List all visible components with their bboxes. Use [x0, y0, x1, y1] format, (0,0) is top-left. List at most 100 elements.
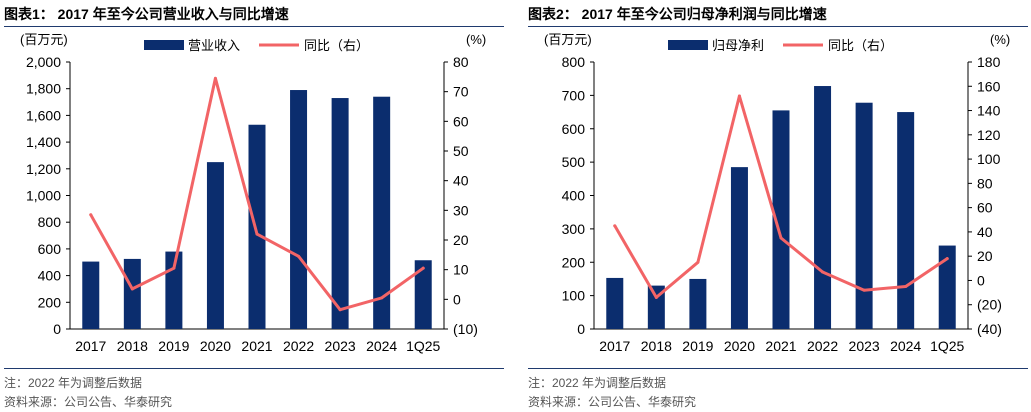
yoy-point [696, 260, 700, 264]
legend-bar-swatch [668, 40, 708, 50]
yoy-point [213, 76, 217, 80]
yoy-point [130, 287, 134, 291]
right-tick-label: 40 [977, 224, 993, 240]
yoy-point [172, 266, 176, 270]
right-axis-unit: (%) [466, 32, 486, 47]
left-tick-label: 600 [562, 121, 586, 137]
x-tick-label: 2018 [117, 338, 148, 354]
x-tick-label: 2018 [641, 338, 672, 354]
title-rule [528, 26, 1028, 27]
left-tick-label: 400 [38, 268, 62, 284]
chart-panel-1: 图表1： 2017 年至今公司营业收入与同比增速 0 200 400 600 800 1,… [4, 0, 504, 412]
bar [689, 278, 707, 329]
right-tick-label: 160 [977, 78, 1001, 94]
bar [855, 102, 873, 329]
bar [647, 285, 665, 329]
x-tick-label: 2019 [158, 338, 189, 354]
x-tick-label: 2021 [241, 338, 272, 354]
legend-line-label: 同比（右） [304, 38, 369, 53]
right-tick-label: 180 [977, 54, 1001, 70]
yoy-point [380, 296, 384, 300]
bar [82, 261, 100, 329]
left-axis-unit: (百万元) [544, 32, 592, 47]
yoy-point [297, 254, 301, 258]
left-tick-label: 600 [38, 241, 62, 257]
right-tick-label: 30 [453, 202, 469, 218]
left-tick-label: 0 [53, 321, 61, 337]
x-tick-label: 2017 [599, 338, 630, 354]
bar [730, 167, 748, 329]
bar [331, 98, 349, 329]
x-tick-label: 1Q25 [406, 338, 440, 354]
right-axis-unit: (%) [990, 32, 1010, 47]
x-tick-label: 2023 [849, 338, 880, 354]
chart-panel-2: 图表2： 2017 年至今公司归母净利润与同比增速 0 100 200 300 400 5… [528, 0, 1028, 412]
yoy-point [421, 266, 425, 270]
bar [290, 90, 308, 329]
x-tick-label: 2020 [724, 338, 755, 354]
footer-rule [528, 368, 1028, 369]
x-tick-label: 2023 [325, 338, 356, 354]
right-tick-label: 10 [453, 262, 469, 278]
yoy-point [654, 295, 658, 299]
left-tick-label: 100 [562, 288, 586, 304]
x-tick-label: 2024 [890, 338, 921, 354]
bar [897, 112, 915, 329]
left-tick-label: 300 [562, 221, 586, 237]
bar [206, 162, 224, 329]
chart-note: 注：2022 年为调整后数据 [4, 376, 143, 390]
right-tick-label: 60 [453, 113, 469, 129]
left-tick-label: 400 [562, 188, 586, 204]
chart-source: 资料来源：公司公告、华泰研究 [4, 395, 173, 409]
yoy-point [904, 285, 908, 289]
right-tick-label: 40 [453, 173, 469, 189]
right-tick-label: (10) [453, 321, 478, 337]
title-rule [4, 26, 504, 27]
bar [938, 245, 956, 329]
x-tick-label: 2022 [807, 338, 838, 354]
bar [772, 110, 790, 329]
left-tick-label: 800 [562, 54, 586, 70]
x-tick-label: 2017 [75, 338, 106, 354]
chart-title: 图表2： 2017 年至今公司归母净利润与同比增速 [528, 6, 827, 22]
x-tick-label: 2024 [366, 338, 397, 354]
bar [373, 96, 391, 330]
yoy-point [89, 213, 93, 217]
right-tick-label: (20) [977, 297, 1002, 313]
right-tick-label: 0 [977, 272, 985, 288]
right-tick-label: 80 [453, 54, 469, 70]
yoy-point [945, 257, 949, 261]
right-tick-label: 0 [453, 291, 461, 307]
yoy-point [613, 224, 617, 228]
right-tick-label: 120 [977, 127, 1001, 143]
legend-bar-label: 归母净利 [712, 38, 764, 53]
x-tick-label: 1Q25 [930, 338, 964, 354]
bar [123, 258, 141, 329]
left-tick-label: 2,000 [26, 54, 61, 70]
chart-title: 图表1： 2017 年至今公司营业收入与同比增速 [4, 6, 289, 22]
right-tick-label: 60 [977, 200, 993, 216]
left-tick-label: 700 [562, 87, 586, 103]
yoy-point [821, 270, 825, 274]
legend-line-label: 同比（右） [828, 38, 893, 53]
legend-bar-swatch [144, 40, 184, 50]
right-tick-label: 20 [453, 232, 469, 248]
right-tick-label: 20 [977, 248, 993, 264]
left-tick-label: 1,600 [26, 107, 61, 123]
yoy-point [255, 232, 259, 236]
chart-figure: 0 100 200 300 400 500 600 700 800 (40) (20) 0 20 40 60… [544, 32, 1010, 354]
x-tick-label: 2020 [200, 338, 231, 354]
bar [814, 86, 832, 329]
left-tick-label: 200 [562, 254, 586, 270]
left-tick-label: 1,000 [26, 188, 61, 204]
bar [414, 260, 432, 329]
yoy-point [737, 94, 741, 98]
right-tick-label: 140 [977, 103, 1001, 119]
chart-source: 资料来源：公司公告、华泰研究 [528, 395, 697, 409]
right-tick-label: 100 [977, 151, 1001, 167]
right-tick-label: 50 [453, 143, 469, 159]
left-tick-label: 200 [38, 294, 62, 310]
chart-note: 注：2022 年为调整后数据 [528, 376, 667, 390]
x-tick-label: 2019 [682, 338, 713, 354]
bar [248, 124, 266, 330]
